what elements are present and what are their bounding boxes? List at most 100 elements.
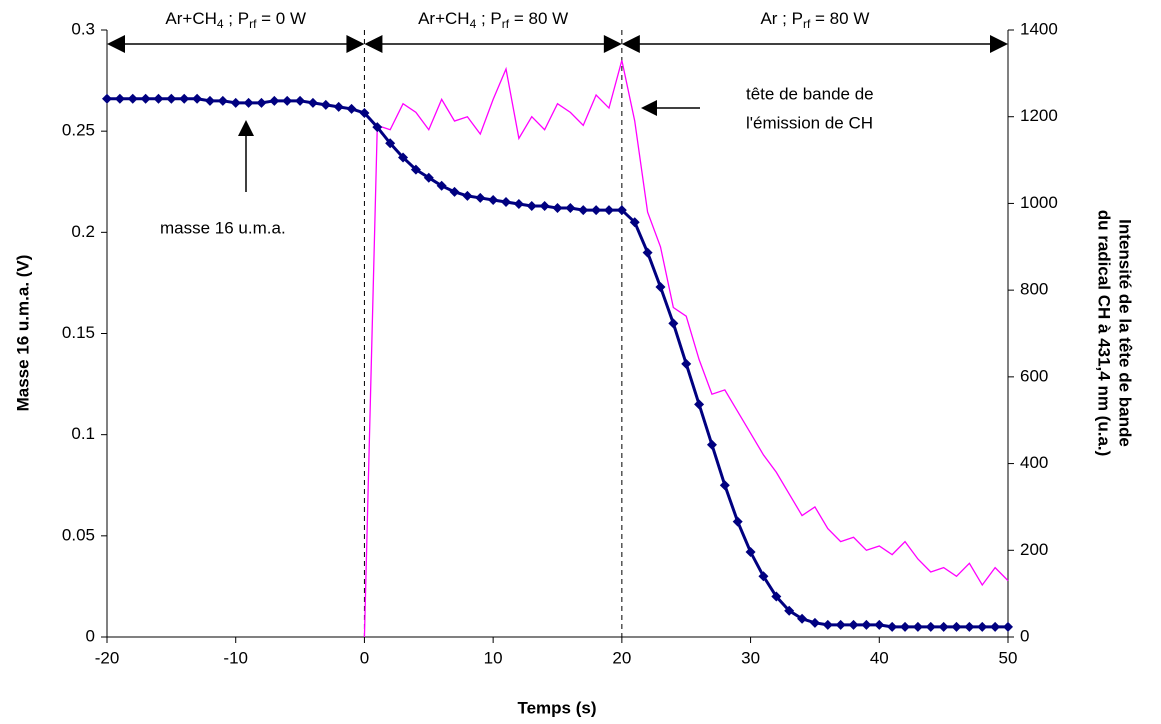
data-point	[848, 619, 859, 630]
arrow-head	[107, 35, 125, 53]
data-point	[964, 621, 975, 632]
annotation-arrows	[238, 100, 700, 192]
region-label-part: = 80 W	[509, 9, 568, 28]
data-point	[282, 95, 293, 106]
y-axis-title: Masse 16 u.m.a. (V)	[13, 255, 32, 412]
data-point	[681, 358, 692, 369]
region-label: Ar+CH4 ; Prf = 0 W	[165, 9, 306, 31]
data-point	[526, 201, 537, 212]
region-label-part: ; P	[777, 9, 803, 28]
y2-tick-label: 600	[1020, 366, 1048, 385]
annotation: l'émission de CH	[746, 113, 873, 132]
y2-tick-label: 1200	[1020, 106, 1058, 125]
data-point	[771, 591, 782, 602]
data-point	[320, 99, 331, 110]
data-point	[179, 93, 190, 104]
x-tick-label: 0	[360, 648, 369, 667]
data-point	[591, 205, 602, 216]
data-point	[488, 194, 499, 205]
x-tick-label: 10	[484, 648, 503, 667]
y-tick-label: 0.25	[62, 121, 95, 140]
data-point	[822, 619, 833, 630]
y2-tick-label: 800	[1020, 280, 1048, 299]
annotation: masse 16 u.m.a.	[160, 218, 286, 237]
y-tick-label: 0.3	[71, 19, 95, 38]
data-point	[900, 621, 911, 632]
data-point	[204, 95, 215, 106]
data-point	[153, 93, 164, 104]
x-tick-label: -20	[95, 648, 120, 667]
data-point	[346, 103, 357, 114]
y-tick-label: 0.1	[71, 424, 95, 443]
y2-axis-title: Intensité de la tête de bande	[1116, 219, 1135, 447]
data-point	[719, 480, 730, 491]
data-point	[423, 172, 434, 183]
data-point	[462, 190, 473, 201]
data-point	[333, 101, 344, 112]
data-point	[1003, 621, 1013, 632]
region-label-part: rf	[249, 17, 257, 31]
data-point	[475, 192, 486, 203]
x-tick-label: 30	[741, 648, 760, 667]
region-label-part: ; P	[224, 9, 250, 28]
data-point	[732, 516, 743, 527]
data-point	[629, 217, 640, 228]
data-point	[243, 97, 254, 108]
data-point	[565, 203, 576, 214]
region-label-part: 4	[470, 17, 477, 31]
data-point	[874, 619, 885, 630]
data-point	[295, 95, 306, 106]
data-point	[359, 107, 370, 118]
data-point	[668, 318, 679, 329]
arrow-head	[364, 35, 383, 53]
data-point	[784, 605, 795, 616]
data-point	[192, 93, 203, 104]
data-point	[269, 95, 280, 106]
data-point	[990, 621, 1001, 632]
region-label-part: 4	[217, 17, 224, 31]
region-label: Ar+CH4 ; Prf = 80 W	[418, 9, 568, 31]
data-point	[102, 93, 112, 104]
y2-axis-title: du radical CH à 431,4 nm (u.a.)	[1095, 210, 1114, 457]
y2-tick-label: 0	[1020, 626, 1029, 645]
y-tick-label: 0.15	[62, 323, 95, 342]
data-point	[372, 122, 383, 133]
x-tick-label: 20	[612, 648, 631, 667]
data-point	[127, 93, 138, 104]
region-label-part: = 80 W	[810, 9, 869, 28]
x-tick-label: 40	[870, 648, 889, 667]
data-point	[809, 617, 820, 628]
region-label-part: Ar+CH	[418, 9, 469, 28]
data-point	[436, 180, 447, 191]
x-tick-label: 50	[999, 648, 1018, 667]
data-point	[861, 619, 872, 630]
region-label: Ar ; Prf = 80 W	[760, 9, 869, 31]
arrow-head	[621, 35, 640, 53]
data-point	[603, 205, 614, 216]
data-point	[166, 93, 177, 104]
data-point	[385, 138, 396, 149]
data-point	[539, 201, 550, 212]
data-point	[887, 621, 898, 632]
data-point	[398, 152, 409, 163]
data-point	[256, 97, 267, 108]
data-point	[307, 97, 318, 108]
annotation: tête de bande de	[746, 84, 874, 103]
data-point	[140, 93, 151, 104]
data-point	[230, 97, 241, 108]
data-point	[694, 399, 705, 410]
data-point	[552, 203, 563, 214]
region-label-part: = 0 W	[256, 9, 306, 28]
data-point	[912, 621, 923, 632]
y-tick-label: 0.2	[71, 222, 95, 241]
y-tick-label: 0	[86, 626, 95, 645]
y2-tick-label: 1000	[1020, 193, 1058, 212]
data-point	[501, 196, 512, 207]
data-point	[449, 186, 460, 197]
data-point	[951, 621, 962, 632]
y2-tick-label: 1400	[1020, 19, 1058, 38]
data-point	[655, 281, 666, 292]
data-point	[925, 621, 936, 632]
data-point	[835, 619, 846, 630]
